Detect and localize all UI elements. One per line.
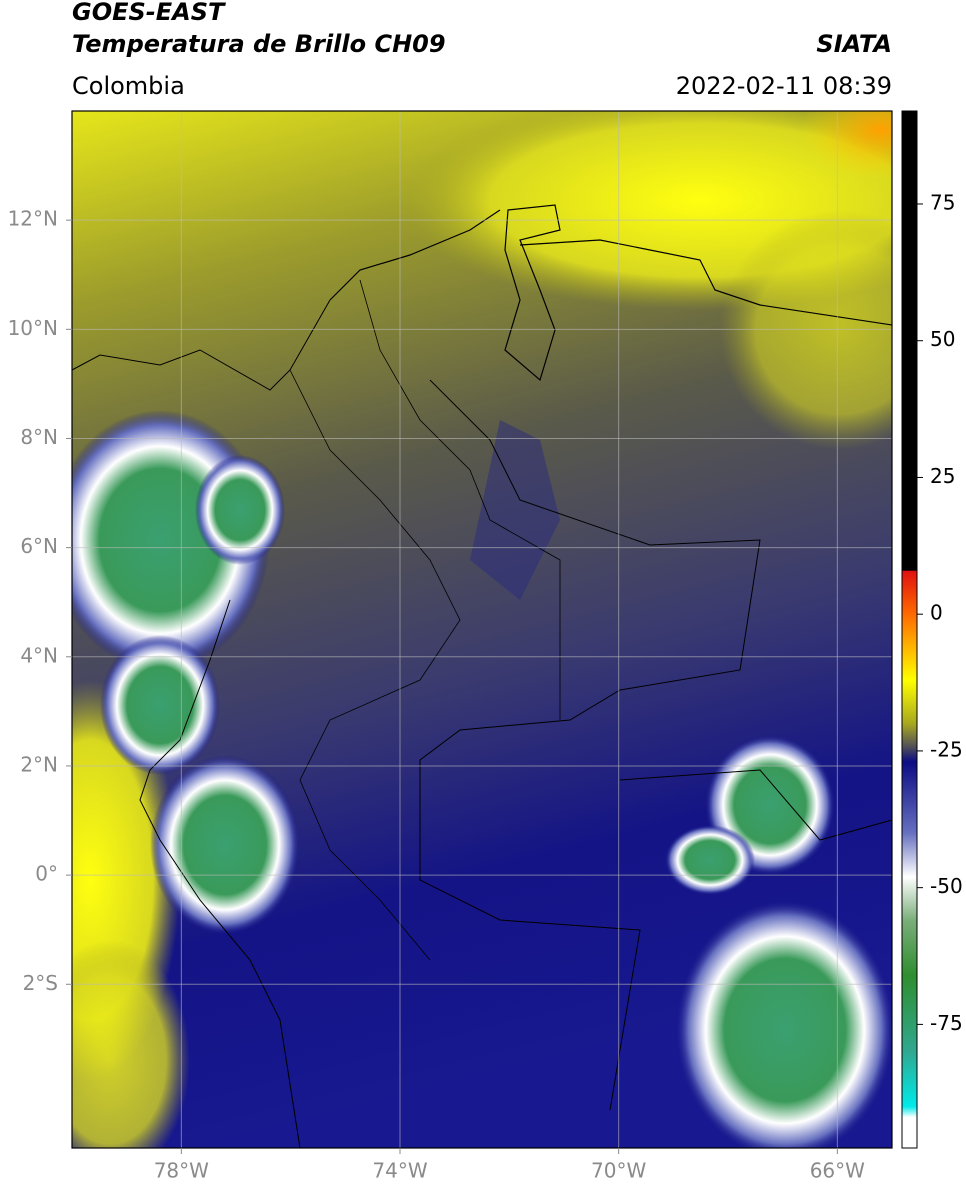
- grid: [72, 111, 892, 1148]
- colorbar-tick-label: 50: [930, 327, 955, 351]
- colorbar-tick-label: -75: [930, 1011, 963, 1035]
- satellite-image: [72, 111, 892, 1148]
- colorbar-tick-label: 25: [930, 464, 955, 488]
- y-tick-label: 2°N: [20, 752, 58, 776]
- y-tick-label: 0°: [35, 862, 58, 886]
- colorbar-tick-label: -50: [930, 874, 963, 898]
- colorbar-tick-label: -25: [930, 737, 963, 761]
- x-tick-label: 70°W: [591, 1159, 646, 1183]
- x-tick-label: 74°W: [372, 1159, 427, 1183]
- y-tick-label: 6°N: [20, 534, 58, 558]
- y-tick-label: 12°N: [8, 207, 58, 231]
- map-frame: [71, 110, 893, 1149]
- x-tick-label: 78°W: [154, 1159, 209, 1183]
- timestamp: 2022-02-11 08:39: [676, 72, 892, 100]
- source: SIATA: [816, 30, 892, 58]
- colorbar: [901, 110, 918, 1149]
- y-tick-label: 2°S: [23, 971, 58, 995]
- y-tick-label: 8°N: [20, 425, 58, 449]
- colorbar-tick-label: 75: [930, 190, 955, 214]
- title: GOES-EAST: [72, 0, 226, 26]
- subtitle: Temperatura de Brillo CH09: [72, 30, 446, 58]
- y-tick-label: 10°N: [8, 316, 58, 340]
- x-tick-label: 66°W: [810, 1159, 865, 1183]
- colorbar-tick-label: 0: [930, 601, 943, 625]
- y-tick-label: 4°N: [20, 643, 58, 667]
- region: Colombia: [72, 72, 185, 100]
